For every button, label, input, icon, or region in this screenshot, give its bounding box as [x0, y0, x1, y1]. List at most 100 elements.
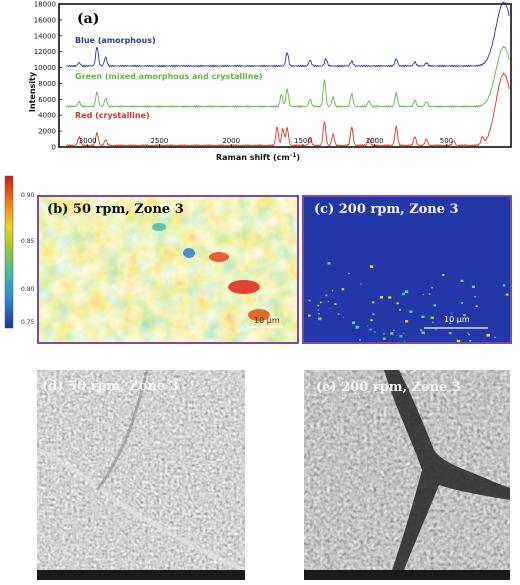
map-speckle [352, 321, 356, 325]
x-tick-label: 1500 [294, 137, 312, 145]
map-speckle [372, 313, 375, 316]
map-speckle [370, 265, 374, 268]
map-speckle [396, 302, 399, 305]
map-speckle [494, 336, 496, 339]
map-speckle [393, 329, 395, 331]
sem-crack [384, 370, 510, 570]
map-hotspot [209, 252, 229, 262]
map-speckle [370, 319, 373, 322]
map-speckle [405, 320, 409, 323]
map-speckle [475, 305, 478, 307]
x-tick-label: 1000 [366, 137, 384, 145]
map-speckle [404, 290, 409, 294]
y-tick-label: 4000 [38, 112, 56, 120]
sem-databar [37, 570, 245, 580]
map-speckle [318, 313, 320, 315]
map-speckle [402, 332, 405, 334]
map-hotspot [228, 280, 260, 294]
series-label: Blue (amorphous) [75, 36, 156, 45]
map-speckle [463, 314, 466, 317]
map-speckle [334, 303, 337, 305]
panel-c-label: (c) 200 rpm, Zone 3 [314, 202, 459, 217]
map-speckle [409, 310, 413, 313]
map-coldspot [183, 248, 195, 258]
colorbar-tick: 0.75 [21, 319, 35, 326]
colorbar-tick: 0.85 [21, 238, 35, 245]
map-speckle [374, 331, 376, 333]
map-speckle [474, 296, 476, 298]
map-speckle [308, 299, 311, 302]
sem-texture [37, 370, 245, 580]
map-speckle [348, 272, 350, 274]
series-line [66, 1, 510, 68]
map-speckle [469, 340, 472, 342]
map-speckle [435, 329, 437, 331]
colorbar: 0.90 0.85 0.80 0.75 [2, 172, 38, 332]
y-tick-label: 12000 [34, 48, 56, 56]
map-speckle [337, 313, 340, 315]
scale-bar-label: 10 μm [254, 316, 280, 325]
series-line [65, 45, 510, 109]
series-line [66, 72, 510, 147]
colorbar-tick: 0.90 [21, 192, 35, 199]
map-speckle [421, 315, 425, 318]
map-speckle [442, 274, 445, 276]
panel-a-label: (a) [77, 11, 99, 27]
raman-map-50rpm: (b) 50 rpm, Zone 3 10 μm [37, 195, 299, 344]
map-speckle [367, 325, 369, 327]
y-tick-label: 14000 [34, 32, 56, 40]
map-speckle [379, 296, 383, 299]
map-speckle [399, 309, 401, 311]
speckle-layer [308, 262, 509, 342]
sem-ridge [37, 447, 245, 573]
map-speckle [448, 332, 452, 335]
map-speckle [355, 325, 359, 329]
map-speckle [460, 279, 464, 282]
colorbar-gradient [4, 175, 14, 329]
x-tick-label: 2500 [151, 137, 169, 145]
colorbar-tick: 0.80 [21, 286, 35, 293]
map-speckle [431, 287, 433, 289]
panel-d-label: (d) 50 rpm, Zone 3 [42, 379, 179, 394]
x-tick-label: 2000 [222, 137, 240, 145]
map-speckle [369, 328, 372, 331]
chart-frame [58, 3, 512, 148]
x-axis-label: Raman shift (cm-1) [216, 152, 300, 162]
y-tick-label: 0 [52, 144, 56, 152]
y-tick-label: 16000 [34, 16, 56, 24]
map-speckle [502, 284, 506, 287]
map-speckle [371, 301, 375, 304]
map-speckle [456, 339, 461, 342]
axes: 0 2000 4000 6000 8000 10000 12000 14000 16000 180… [34, 1, 453, 152]
map-speckle [450, 312, 453, 314]
map-speckle [399, 334, 403, 338]
plot-area: Blue (amorphous) Green (mixed amorphous a… [65, 1, 510, 147]
raman-spectra-chart: Blue (amorphous) Green (mixed amorphous a… [28, 1, 512, 162]
map-speckle [390, 332, 394, 335]
series-label: Green (mixed amorphous and crystalline) [75, 72, 263, 81]
map-coldspot [152, 223, 166, 231]
map-speckle [360, 283, 362, 285]
map-hotspot [248, 309, 270, 321]
map-speckle [428, 293, 431, 295]
map-speckle [317, 309, 319, 311]
map-speckle [430, 316, 434, 320]
y-tick-label: 6000 [38, 96, 56, 104]
sem-image-50rpm: (d) 50 rpm, Zone 3 [37, 370, 245, 580]
map-speckle [327, 300, 329, 302]
sem-ridge [95, 370, 149, 491]
map-speckle [308, 314, 311, 317]
y-tick-label: 2000 [38, 128, 56, 136]
map-speckle [325, 294, 328, 297]
map-speckle [505, 293, 509, 296]
panel-e-label: (e) 200 rpm, Zone 3 [316, 380, 461, 395]
series-label: Red (crystalline) [75, 111, 150, 120]
map-speckle [468, 333, 470, 336]
sem-image-200rpm: (e) 200 rpm, Zone 3 [304, 370, 510, 580]
map-speckle [467, 332, 469, 334]
map-speckle [331, 290, 334, 292]
map-speckle [319, 301, 322, 304]
y-tick-label: 10000 [34, 64, 56, 72]
map-speckle [382, 337, 386, 340]
map-speckle [432, 321, 434, 323]
